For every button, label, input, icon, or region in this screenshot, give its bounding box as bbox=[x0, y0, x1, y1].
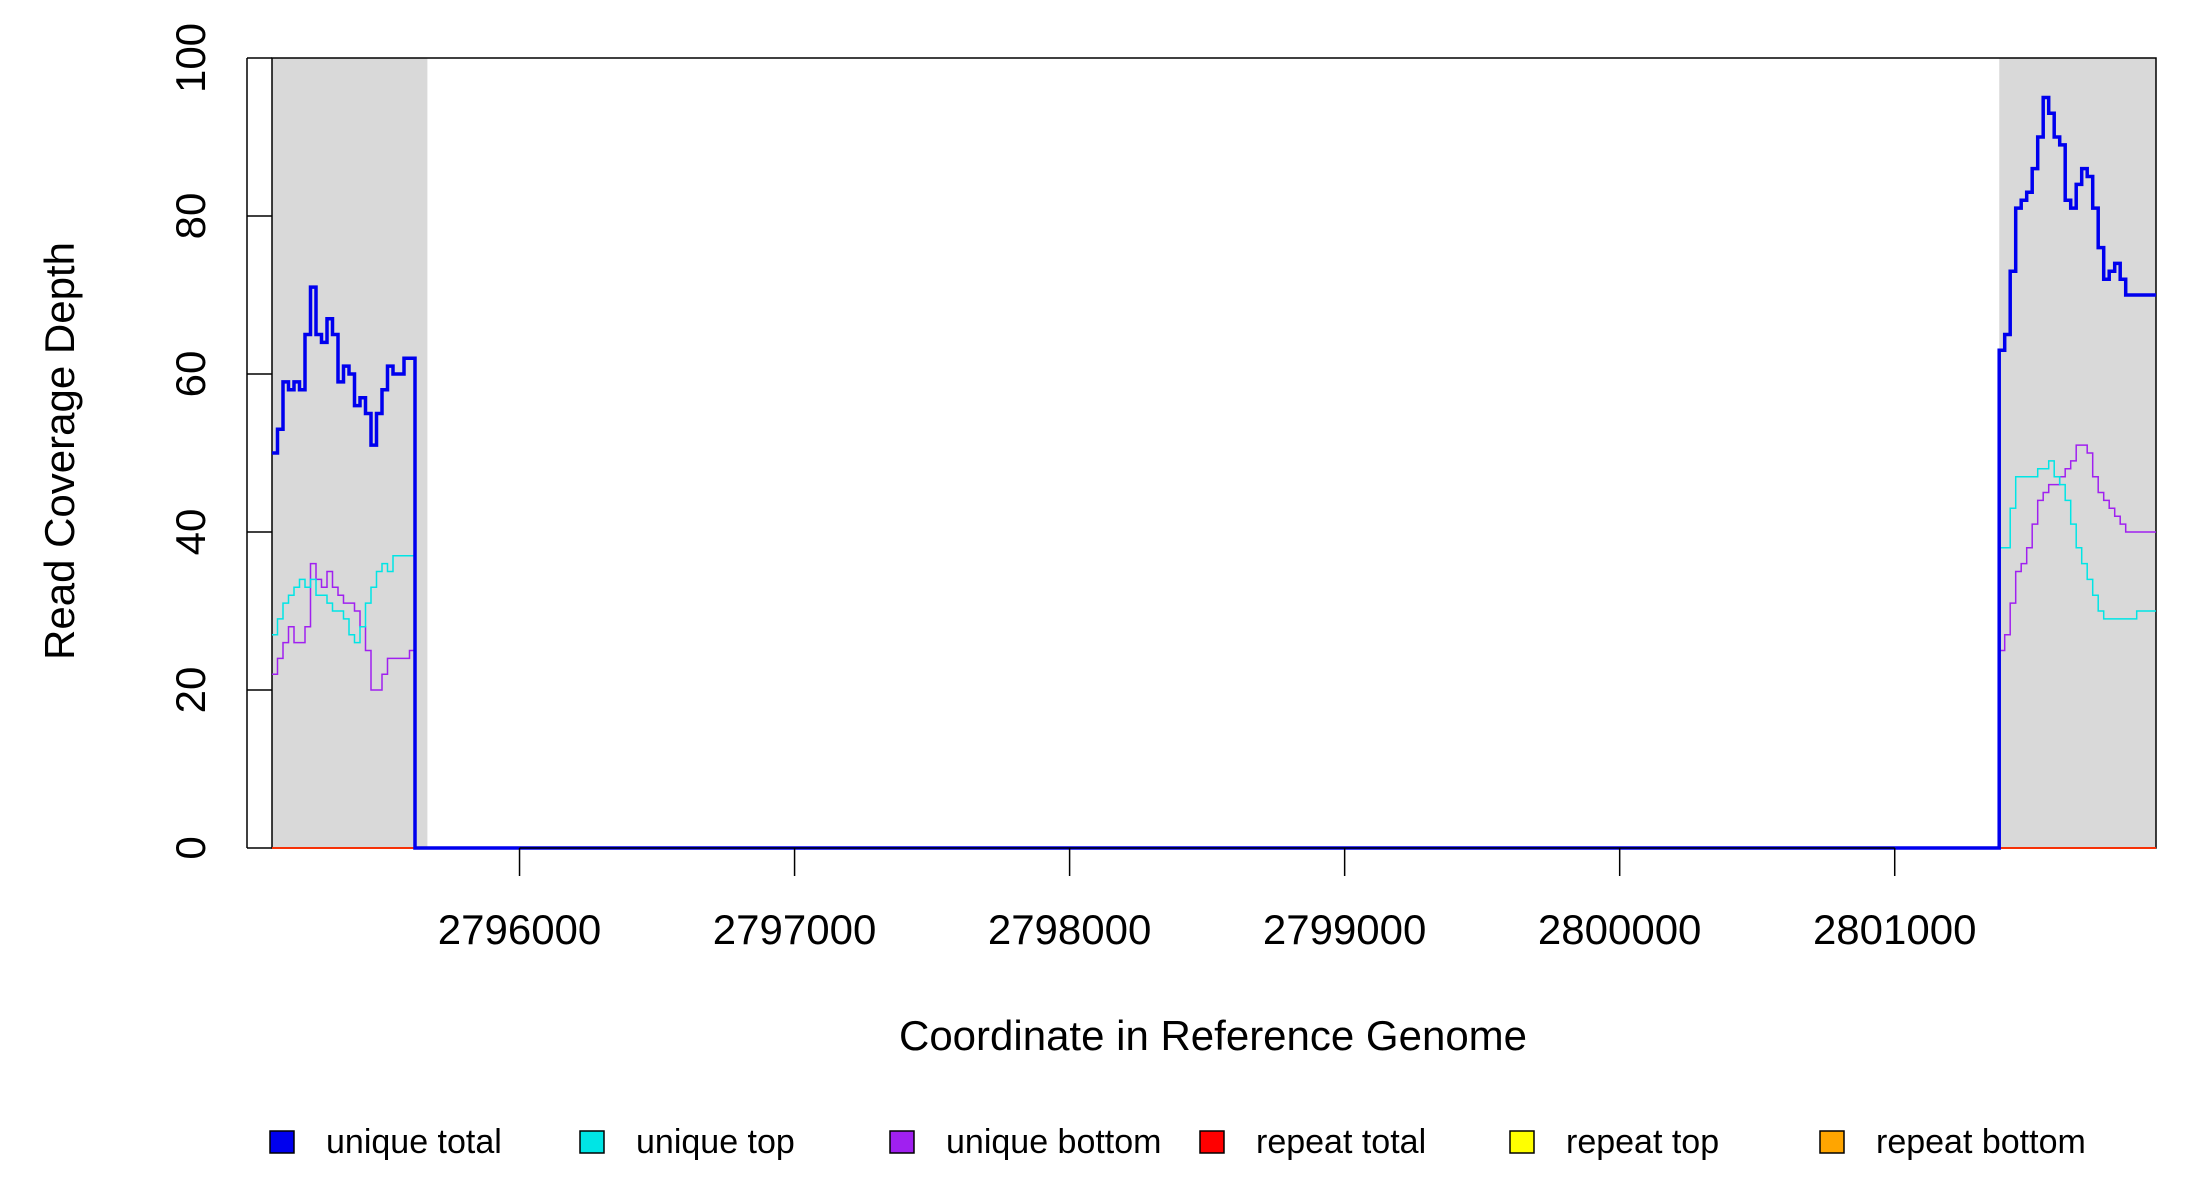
legend-label: repeat bottom bbox=[1876, 1123, 2086, 1161]
y-axis: 0 20 40 60 80 100 bbox=[167, 23, 272, 860]
y-tick-label: 80 bbox=[167, 193, 214, 240]
y-axis-title: Read Coverage Depth bbox=[36, 242, 83, 660]
x-tick-label: 2800000 bbox=[1538, 906, 1702, 953]
x-tick-label: 2798000 bbox=[988, 906, 1152, 953]
x-tick-label: 2797000 bbox=[713, 906, 877, 953]
legend-swatch bbox=[1509, 1130, 1535, 1154]
legend-label: unique bottom bbox=[946, 1123, 1162, 1161]
legend-swatch bbox=[889, 1130, 915, 1154]
legend-swatch bbox=[579, 1130, 605, 1154]
plot-frame bbox=[271, 57, 2157, 849]
series-line-unique-total bbox=[272, 95, 2156, 850]
x-tick-label: 2796000 bbox=[438, 906, 602, 953]
series-line-unique-top bbox=[272, 460, 2156, 849]
x-tick-label: 2799000 bbox=[1263, 906, 1427, 953]
shaded-region-1 bbox=[1999, 58, 2156, 848]
y-tick-label: 0 bbox=[167, 836, 214, 859]
legend-label: unique top bbox=[636, 1123, 795, 1161]
legend-label: repeat total bbox=[1256, 1123, 1426, 1161]
legend: unique total unique top unique bottom repea… bbox=[269, 1123, 2086, 1161]
y-tick-label: 40 bbox=[167, 509, 214, 556]
series-lines bbox=[272, 95, 2156, 850]
legend-label: repeat top bbox=[1566, 1123, 1719, 1161]
legend-label: unique total bbox=[326, 1123, 502, 1161]
shaded-region-0 bbox=[272, 58, 428, 848]
x-axis-title: Coordinate in Reference Genome bbox=[899, 1012, 1527, 1059]
legend-swatch bbox=[1199, 1130, 1225, 1154]
y-tick-label: 100 bbox=[167, 23, 214, 93]
y-tick-label: 60 bbox=[167, 351, 214, 398]
x-axis: 2796000 2797000 2798000 2799000 2800000 28010… bbox=[438, 847, 1977, 953]
legend-swatch bbox=[269, 1130, 295, 1154]
y-tick-label: 20 bbox=[167, 667, 214, 714]
legend-swatch bbox=[1819, 1130, 1845, 1154]
series-line-unique-bottom bbox=[272, 444, 2156, 849]
shaded-regions bbox=[272, 58, 2156, 848]
x-tick-label: 2801000 bbox=[1813, 906, 1977, 953]
